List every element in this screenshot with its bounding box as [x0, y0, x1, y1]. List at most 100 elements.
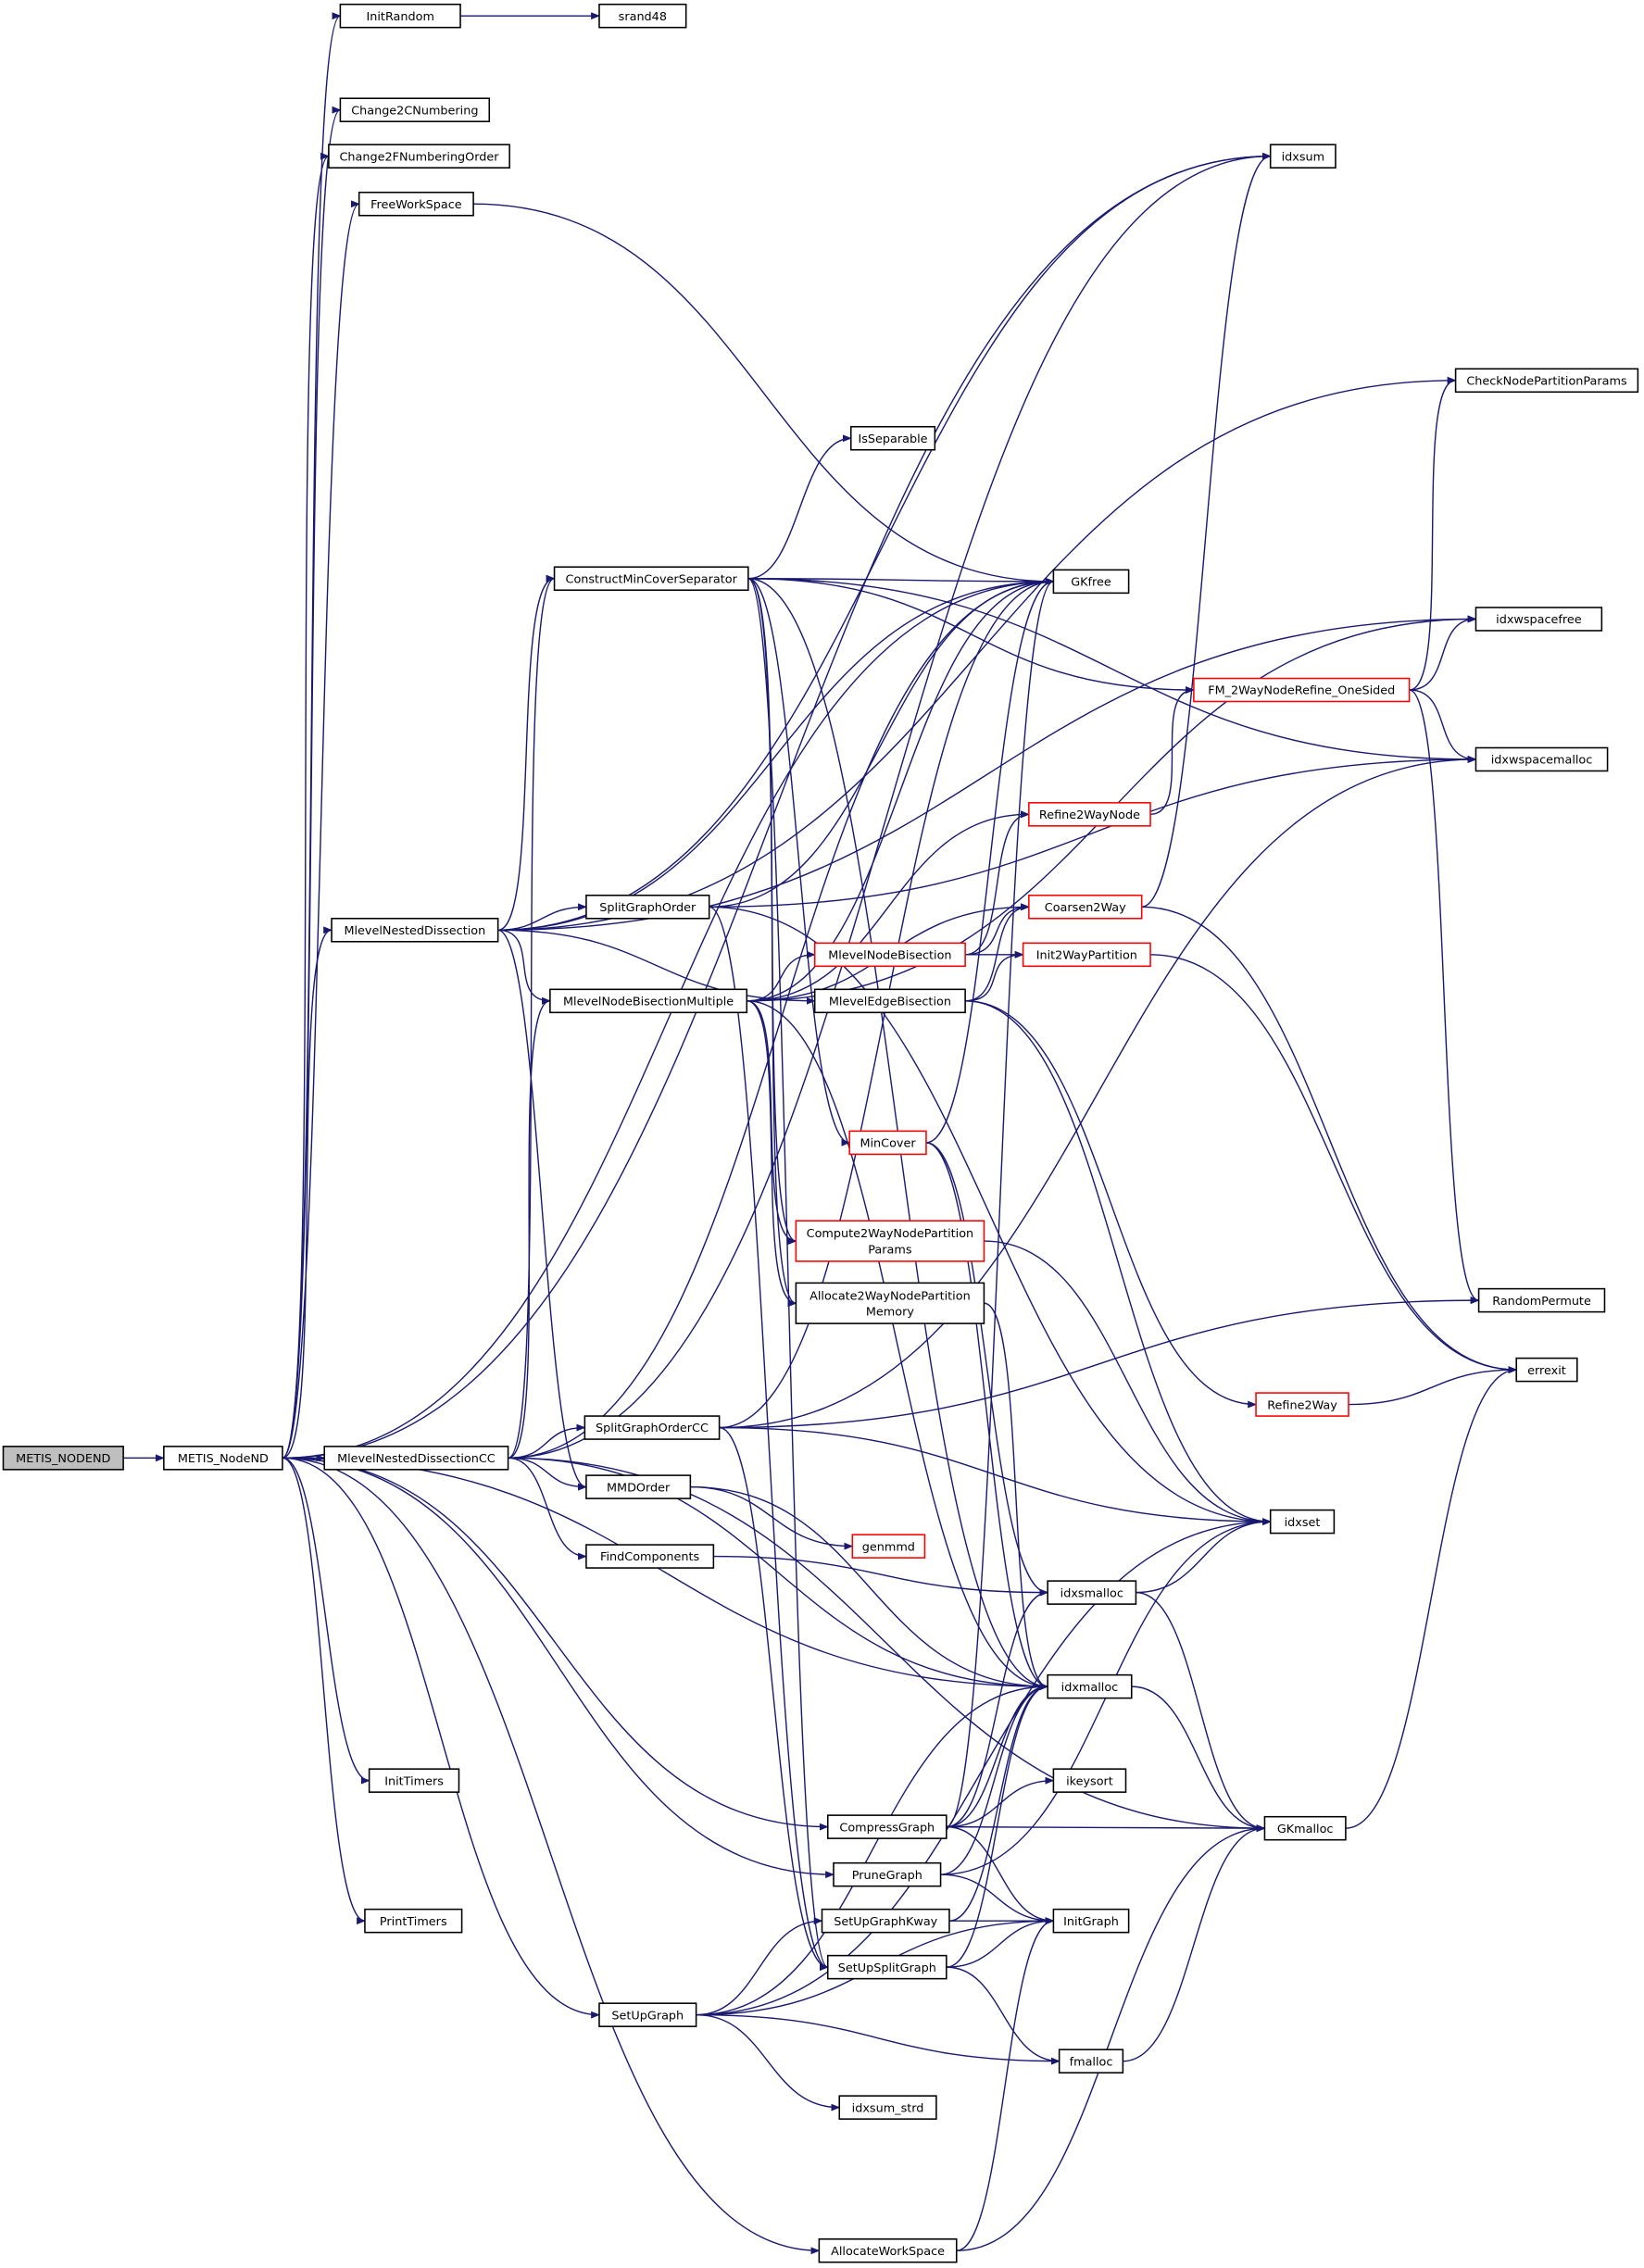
node-MlevelNestedDissection[interactable]: MlevelNestedDissection — [331, 918, 499, 943]
node-box — [2, 1446, 124, 1471]
node-label: MinCover — [860, 1137, 916, 1151]
node-PruneGraph[interactable]: PruneGraph — [833, 1861, 942, 1887]
node-box — [838, 2095, 937, 2120]
edge-MlevelNestedDissection-to-MMDOrder — [497, 929, 587, 1491]
edge-MlevelNestedDissection-to-MlevelEdgeBisection — [497, 929, 816, 1005]
node-box — [1022, 942, 1151, 968]
node-InitTimers[interactable]: InitTimers — [368, 1768, 460, 1793]
edge-SplitGraphOrderCC-to-idxwspacemalloc — [719, 756, 1477, 1429]
edge-PruneGraph-to-InitGraph — [940, 1873, 1055, 1925]
node-box — [813, 942, 966, 968]
node-METIS_NodeND[interactable]: METIS_NodeND — [163, 1446, 283, 1471]
node-GKfree[interactable]: GKfree — [1052, 569, 1130, 595]
node-Allocate2WayNodePartitionMemory[interactable]: Allocate2WayNodePartition Memory — [795, 1282, 985, 1324]
node-SetUpGraphKway[interactable]: SetUpGraphKway — [821, 1908, 950, 1934]
node-label: MlevelEdgeBisection — [829, 995, 951, 1009]
node-label: idxmalloc — [1061, 1681, 1119, 1695]
edge-SetUpSplitGraph-to-fmalloc — [946, 1966, 1060, 2065]
edge-SetUpGraph-to-idxsum_strd — [696, 2013, 841, 2111]
node-box — [323, 1446, 509, 1471]
node-idxmalloc[interactable]: idxmalloc — [1047, 1673, 1133, 1699]
edge-MlevelNodeBisection-to-Coarsen2Way — [965, 903, 1030, 956]
node-FindComponents[interactable]: FindComponents — [585, 1544, 715, 1569]
node-InitGraph[interactable]: InitGraph — [1052, 1908, 1130, 1934]
edge-idxsmalloc-to-idxset — [1136, 1518, 1272, 1594]
node-idxset[interactable]: idxset — [1269, 1509, 1336, 1535]
node-box — [1515, 1357, 1578, 1383]
edge-MlevelEdgeBisection-to-Refine2Way — [965, 1000, 1258, 1409]
node-errexit[interactable]: errexit — [1515, 1357, 1578, 1383]
node-label: GKfree — [1071, 576, 1111, 590]
node-MlevelNestedDissectionCC[interactable]: MlevelNestedDissectionCC — [323, 1446, 509, 1471]
edge-MinCover-to-idxmalloc — [925, 1142, 1049, 1690]
node-label: SetUpSplitGraph — [838, 1961, 936, 1975]
node-label: FM_2WayNodeRefine_OneSided — [1208, 684, 1395, 698]
node-FM_2WayNodeRefine_OneSided[interactable]: FM_2WayNodeRefine_OneSided — [1193, 677, 1411, 703]
node-MlevelNodeBisection[interactable]: MlevelNodeBisection — [813, 942, 966, 968]
edge-idxsmalloc-to-GKmalloc — [1136, 1591, 1266, 1833]
node-IsSeparable[interactable]: IsSeparable — [849, 425, 936, 451]
edge-MMDOrder-to-idxmalloc — [690, 1485, 1049, 1691]
node-idxsmalloc[interactable]: idxsmalloc — [1047, 1580, 1137, 1605]
edge-MlevelNodeBisectionMultiple-to-Allocate2WayNodePartitionMemory — [747, 1000, 797, 1308]
node-box — [813, 988, 966, 1014]
edge-FM_2WayNodeRefine_OneSided-to-idxwspacemalloc — [1409, 689, 1477, 763]
node-Init2WayPartition[interactable]: Init2WayPartition — [1022, 942, 1151, 968]
node-idxsum[interactable]: idxsum — [1269, 144, 1337, 169]
node-SplitGraphOrder[interactable]: SplitGraphOrder — [585, 895, 710, 920]
node-Refine2WayNode[interactable]: Refine2WayNode — [1028, 802, 1151, 827]
node-label: idxwspacefree — [1496, 613, 1582, 627]
edge-Refine2Way-to-errexit — [1349, 1366, 1518, 1406]
node-label: MlevelNodeBisection — [828, 949, 951, 963]
edge-FM_2WayNodeRefine_OneSided-to-idxwspacefree — [1409, 615, 1477, 691]
node-genmmd[interactable]: genmmd — [851, 1534, 926, 1559]
node-label: idxset — [1285, 1516, 1321, 1530]
node-label: Init2WayPartition — [1036, 949, 1137, 963]
node-PrintTimers[interactable]: PrintTimers — [364, 1908, 463, 1934]
node-CheckNodePartitionParams[interactable]: CheckNodePartitionParams — [1454, 368, 1639, 394]
node-SetUpGraph[interactable]: SetUpGraph — [598, 2002, 697, 2027]
node-FreeWorkSpace[interactable]: FreeWorkSpace — [358, 191, 474, 217]
node-label: InitRandom — [366, 10, 433, 24]
node-MlevelEdgeBisection[interactable]: MlevelEdgeBisection — [813, 988, 966, 1014]
node-SplitGraphOrderCC[interactable]: SplitGraphOrderCC — [584, 1415, 721, 1440]
edge-SplitGraphOrder-to-idxwspacemalloc — [709, 756, 1477, 908]
node-Coarsen2Way[interactable]: Coarsen2Way — [1028, 895, 1143, 920]
node-label: ConstructMinCoverSeparator — [566, 572, 738, 586]
edge-SplitGraphOrderCC-to-RandomPermute — [719, 1297, 1480, 1429]
edge-Allocate2WayNodePartitionMemory-to-idxmalloc — [984, 1302, 1049, 1690]
node-CompressGraph[interactable]: CompressGraph — [826, 1814, 947, 1839]
node-ikeysort[interactable]: ikeysort — [1052, 1768, 1127, 1793]
node-MinCover[interactable]: MinCover — [848, 1130, 927, 1156]
edge-MlevelEdgeBisection-to-idxset — [965, 1000, 1272, 1525]
node-box — [1052, 1768, 1127, 1793]
node-Change2CNumbering[interactable]: Change2CNumbering — [339, 97, 491, 122]
node-fmalloc[interactable]: fmalloc — [1058, 2049, 1124, 2074]
node-idxwspacemalloc[interactable]: idxwspacemalloc — [1475, 746, 1609, 772]
node-MlevelNodeBisectionMultiple[interactable]: MlevelNodeBisectionMultiple — [549, 988, 748, 1014]
node-METIS_NODEND[interactable]: METIS_NODEND — [2, 1446, 124, 1471]
node-label: Compute2WayNodePartition — [807, 1227, 973, 1241]
edge-SetUpGraph-to-idxset — [696, 1518, 1272, 2016]
node-idxwspacefree[interactable]: idxwspacefree — [1475, 607, 1603, 632]
node-box — [833, 1861, 942, 1887]
node-srand48[interactable]: srand48 — [598, 3, 687, 29]
node-AllocateWorkSpace[interactable]: AllocateWorkSpace — [818, 2237, 958, 2263]
node-Change2FNumberingOrder[interactable]: Change2FNumberingOrder — [328, 144, 510, 169]
edges-layer — [123, 12, 1518, 2255]
node-SetUpSplitGraph[interactable]: SetUpSplitGraph — [826, 1954, 947, 1980]
node-label: SetUpGraphKway — [834, 1915, 937, 1929]
node-RandomPermute[interactable]: RandomPermute — [1477, 1287, 1606, 1313]
node-Refine2Way[interactable]: Refine2Way — [1255, 1392, 1349, 1417]
node-GKmalloc[interactable]: GKmalloc — [1263, 1815, 1347, 1841]
node-box — [795, 1220, 985, 1262]
node-idxsum_strd[interactable]: idxsum_strd — [838, 2095, 937, 2120]
node-ConstructMinCoverSeparator[interactable]: ConstructMinCoverSeparator — [553, 566, 749, 592]
node-box — [1052, 569, 1130, 595]
node-Compute2WayNodePartitionParams[interactable]: Compute2WayNodePartition Params — [795, 1220, 985, 1262]
node-InitRandom[interactable]: InitRandom — [339, 3, 461, 29]
node-MMDOrder[interactable]: MMDOrder — [585, 1474, 692, 1499]
node-label: PruneGraph — [852, 1869, 922, 1883]
edge-CompressGraph-to-GKfree — [946, 578, 1055, 1828]
